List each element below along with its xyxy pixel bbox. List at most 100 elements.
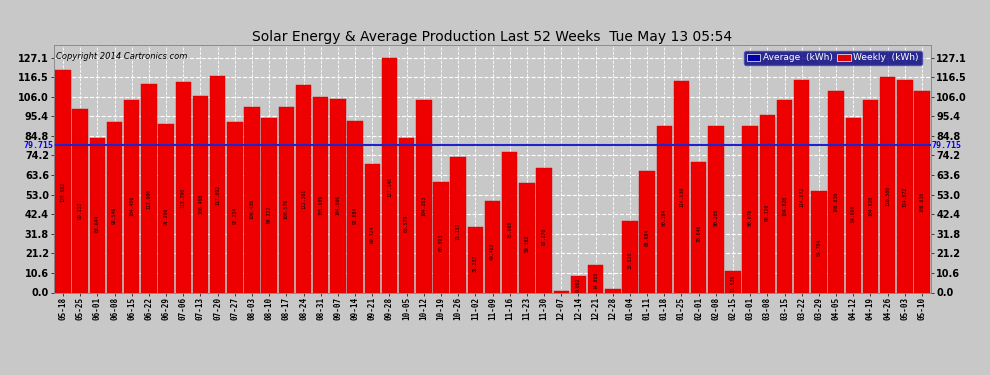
- Bar: [467, 227, 483, 292]
- Bar: [245, 107, 259, 292]
- Text: 90.280: 90.280: [714, 209, 719, 226]
- Text: 69.724: 69.724: [370, 226, 375, 243]
- Text: 104.406: 104.406: [130, 196, 135, 216]
- Text: 91.290: 91.290: [163, 208, 168, 225]
- Bar: [416, 100, 432, 292]
- Bar: [588, 265, 603, 292]
- Bar: [399, 138, 415, 292]
- Text: 14.885: 14.885: [593, 272, 598, 289]
- Bar: [570, 276, 586, 292]
- Bar: [72, 110, 88, 292]
- Bar: [897, 80, 913, 292]
- Text: 92.884: 92.884: [352, 207, 357, 224]
- Bar: [142, 84, 156, 292]
- Text: 83.644: 83.644: [95, 214, 100, 232]
- Bar: [193, 96, 208, 292]
- Bar: [485, 201, 500, 292]
- Text: 94.650: 94.650: [850, 205, 855, 222]
- Text: 116.500: 116.500: [885, 186, 890, 206]
- Text: 79.715: 79.715: [24, 141, 53, 150]
- Bar: [175, 82, 191, 292]
- Text: 96.120: 96.120: [765, 204, 770, 221]
- Bar: [656, 126, 672, 292]
- Bar: [759, 115, 775, 292]
- Title: Solar Energy & Average Production Last 52 Weeks  Tue May 13 05:54: Solar Energy & Average Production Last 5…: [252, 30, 733, 44]
- Bar: [845, 118, 861, 292]
- Bar: [674, 81, 689, 292]
- Text: 99.112: 99.112: [78, 201, 83, 219]
- Bar: [296, 85, 311, 292]
- Text: 127.140: 127.140: [387, 177, 392, 197]
- Text: 113.790: 113.790: [181, 188, 186, 208]
- Text: 108.830: 108.830: [834, 192, 839, 212]
- Text: 100.436: 100.436: [249, 199, 254, 219]
- Text: 108.830: 108.830: [920, 192, 925, 212]
- Text: 106.468: 106.468: [198, 194, 203, 214]
- Bar: [794, 80, 810, 292]
- Text: 11.528: 11.528: [731, 274, 736, 291]
- Text: 54.704: 54.704: [817, 238, 822, 256]
- Text: 114.538: 114.538: [679, 187, 684, 207]
- Bar: [313, 98, 329, 292]
- Bar: [450, 158, 466, 292]
- Bar: [364, 164, 380, 292]
- Text: 104.966: 104.966: [336, 195, 341, 215]
- Text: 92.224: 92.224: [233, 207, 238, 225]
- Text: 120.582: 120.582: [60, 182, 65, 203]
- Bar: [915, 92, 930, 292]
- Bar: [640, 171, 654, 292]
- Text: 100.576: 100.576: [284, 199, 289, 219]
- Bar: [502, 152, 518, 292]
- Bar: [742, 126, 758, 292]
- Bar: [605, 289, 621, 292]
- Bar: [829, 92, 843, 292]
- Text: 92.546: 92.546: [112, 207, 117, 224]
- Bar: [90, 138, 105, 292]
- Bar: [210, 76, 226, 292]
- Text: 104.028: 104.028: [782, 196, 787, 216]
- Text: 75.968: 75.968: [507, 221, 512, 238]
- Text: 49.463: 49.463: [490, 243, 495, 260]
- Bar: [261, 118, 277, 292]
- Bar: [691, 162, 707, 292]
- Bar: [347, 121, 362, 292]
- Bar: [777, 100, 792, 292]
- Text: 73.137: 73.137: [455, 223, 460, 240]
- Bar: [55, 70, 70, 292]
- Text: 83.579: 83.579: [404, 214, 409, 232]
- Bar: [519, 183, 535, 292]
- Bar: [382, 58, 397, 292]
- Bar: [726, 271, 741, 292]
- Bar: [811, 192, 827, 292]
- Text: 105.609: 105.609: [318, 195, 323, 215]
- Text: 60.093: 60.093: [439, 234, 444, 251]
- Bar: [880, 77, 895, 292]
- Text: 59.302: 59.302: [525, 235, 530, 252]
- Bar: [331, 99, 346, 292]
- Text: 35.237: 35.237: [473, 255, 478, 272]
- Text: 117.092: 117.092: [215, 185, 220, 205]
- Bar: [862, 100, 878, 292]
- Legend: Average  (kWh), Weekly  (kWh): Average (kWh), Weekly (kWh): [743, 51, 922, 65]
- Text: 94.222: 94.222: [266, 206, 271, 223]
- Text: 90.076: 90.076: [747, 209, 752, 226]
- Bar: [553, 291, 569, 292]
- Bar: [434, 182, 448, 292]
- Text: 9.092: 9.092: [576, 278, 581, 292]
- Bar: [227, 122, 243, 292]
- Text: 104.028: 104.028: [868, 196, 873, 216]
- Bar: [158, 124, 174, 292]
- Text: 70.840: 70.840: [696, 225, 701, 242]
- Text: 114.872: 114.872: [902, 187, 907, 207]
- Bar: [278, 107, 294, 292]
- Text: 65.984: 65.984: [644, 229, 649, 246]
- Text: Copyright 2014 Cartronics.com: Copyright 2014 Cartronics.com: [56, 53, 187, 62]
- Bar: [124, 100, 140, 292]
- Bar: [107, 122, 123, 292]
- Text: 79.715: 79.715: [932, 141, 961, 150]
- Text: 38.526: 38.526: [628, 252, 633, 269]
- Bar: [537, 168, 551, 292]
- Bar: [623, 221, 638, 292]
- Text: 114.872: 114.872: [799, 187, 804, 207]
- Text: 112.900: 112.900: [147, 189, 151, 209]
